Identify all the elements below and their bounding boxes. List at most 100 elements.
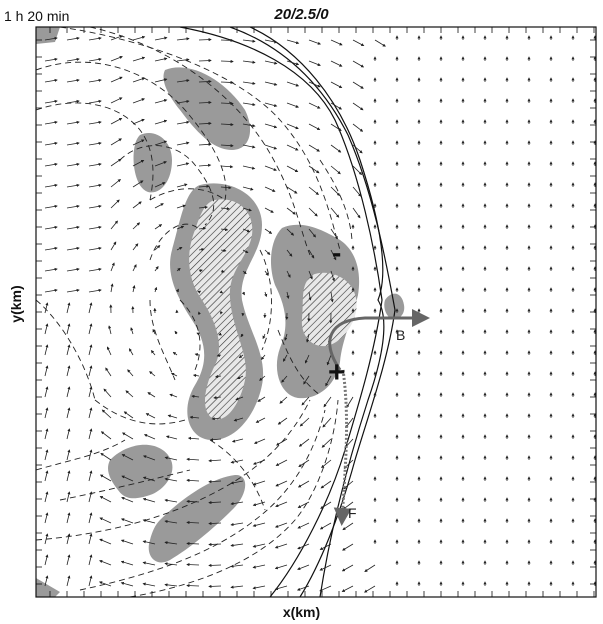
- wind-vector: [44, 470, 49, 482]
- wind-vector: [110, 55, 123, 62]
- wind-vector: [198, 163, 212, 167]
- wind-vector: [186, 520, 200, 525]
- wind-vector: [88, 183, 102, 188]
- wind-vector: [330, 60, 343, 67]
- wind-vector: [286, 39, 300, 45]
- wind-vector: [44, 428, 49, 440]
- wind-vector: [66, 78, 80, 83]
- wind-vector: [154, 161, 167, 167]
- wind-vector: [44, 365, 49, 377]
- wind-vector: [242, 81, 256, 85]
- wind-vector: [319, 585, 332, 592]
- wind-vector: [88, 554, 93, 566]
- wind-vector: [187, 436, 200, 440]
- wind-vector: [241, 291, 245, 296]
- wind-vector: [142, 582, 156, 587]
- wind-vector: [303, 375, 310, 385]
- wind-vector: [176, 204, 186, 209]
- shaded-region: [36, 578, 60, 597]
- wind-vector: [99, 496, 112, 503]
- wind-vector: [98, 581, 112, 587]
- wind-vector: [176, 99, 190, 104]
- wind-vector: [330, 291, 334, 303]
- wind-vector: [132, 56, 146, 62]
- wind-vector: [279, 396, 288, 404]
- wind-vector: [319, 564, 332, 571]
- wind-vector: [88, 407, 93, 419]
- wind-vector: [297, 480, 310, 488]
- wind-vector: [330, 186, 341, 196]
- wind-vector: [186, 457, 200, 461]
- wind-vector: [154, 203, 164, 209]
- wind-vector: [154, 245, 161, 251]
- wind-vector: [208, 500, 222, 505]
- wind-vector: [88, 449, 93, 461]
- wind-vector: [230, 543, 244, 547]
- wind-vector: [198, 205, 208, 209]
- wind-vector: [44, 57, 58, 62]
- wind-vector: [235, 396, 244, 401]
- wind-vector: [330, 144, 342, 153]
- wind-vector: [220, 122, 234, 127]
- wind-vector: [220, 227, 229, 232]
- wind-vector: [88, 288, 102, 293]
- wind-vector: [255, 417, 266, 423]
- wind-vector: [132, 243, 139, 251]
- wind-vector: [274, 564, 288, 570]
- wind-vector: [110, 117, 123, 125]
- wind-vector: [176, 267, 181, 272]
- wind-vector: [230, 501, 244, 506]
- wind-vector: [88, 575, 93, 587]
- wind-vector: [44, 533, 49, 545]
- wind-vector: [264, 102, 278, 108]
- time-label: 1 h 20 min: [4, 8, 70, 24]
- wind-vector: [164, 541, 178, 545]
- wind-vector: [330, 270, 335, 282]
- wind-vector: [242, 144, 256, 149]
- wind-vector: [44, 78, 58, 83]
- wind-vector: [260, 354, 266, 361]
- wind-vector: [330, 123, 342, 131]
- wind-vector: [186, 499, 200, 504]
- wind-vector: [152, 328, 156, 335]
- wind-vector: [208, 480, 222, 484]
- wind-vector: [198, 269, 203, 273]
- wind-vector: [110, 283, 114, 293]
- wind-vector: [286, 291, 290, 299]
- wind-vector: [264, 249, 271, 255]
- wind-vector: [44, 302, 49, 314]
- wind-vector: [308, 60, 321, 67]
- wind-vector: [220, 165, 234, 169]
- wind-vector: [220, 80, 234, 85]
- wind-vector: [110, 178, 121, 188]
- wind-vector: [330, 81, 343, 89]
- wind-vector: [242, 249, 249, 254]
- wind-vector: [186, 478, 200, 482]
- wind-vector: [319, 543, 332, 550]
- wind-vector: [252, 480, 266, 486]
- wind-vector: [220, 186, 232, 190]
- wind-vector: [352, 186, 362, 197]
- wind-vector: [66, 57, 80, 62]
- wind-vector: [164, 456, 178, 461]
- wind-vector: [286, 207, 296, 215]
- wind-vector: [164, 562, 178, 566]
- wind-vector: [132, 285, 136, 293]
- wind-vector: [66, 288, 80, 293]
- wind-vector: [174, 330, 178, 335]
- wind-vector: [66, 141, 80, 146]
- wind-vector: [286, 102, 299, 108]
- wind-vector: [44, 267, 58, 272]
- wind-vector: [264, 228, 273, 234]
- wind-vector: [164, 583, 178, 587]
- wind-vector: [198, 121, 212, 126]
- wind-vector: [172, 351, 178, 356]
- wind-vector: [142, 519, 156, 524]
- wind-vector: [242, 60, 256, 64]
- wind-vector: [286, 186, 298, 194]
- wind-vector: [142, 476, 156, 482]
- wind-vector: [242, 186, 254, 191]
- wind-vector: [286, 81, 300, 87]
- wind-vector: [275, 501, 288, 508]
- wind-vector: [127, 369, 134, 377]
